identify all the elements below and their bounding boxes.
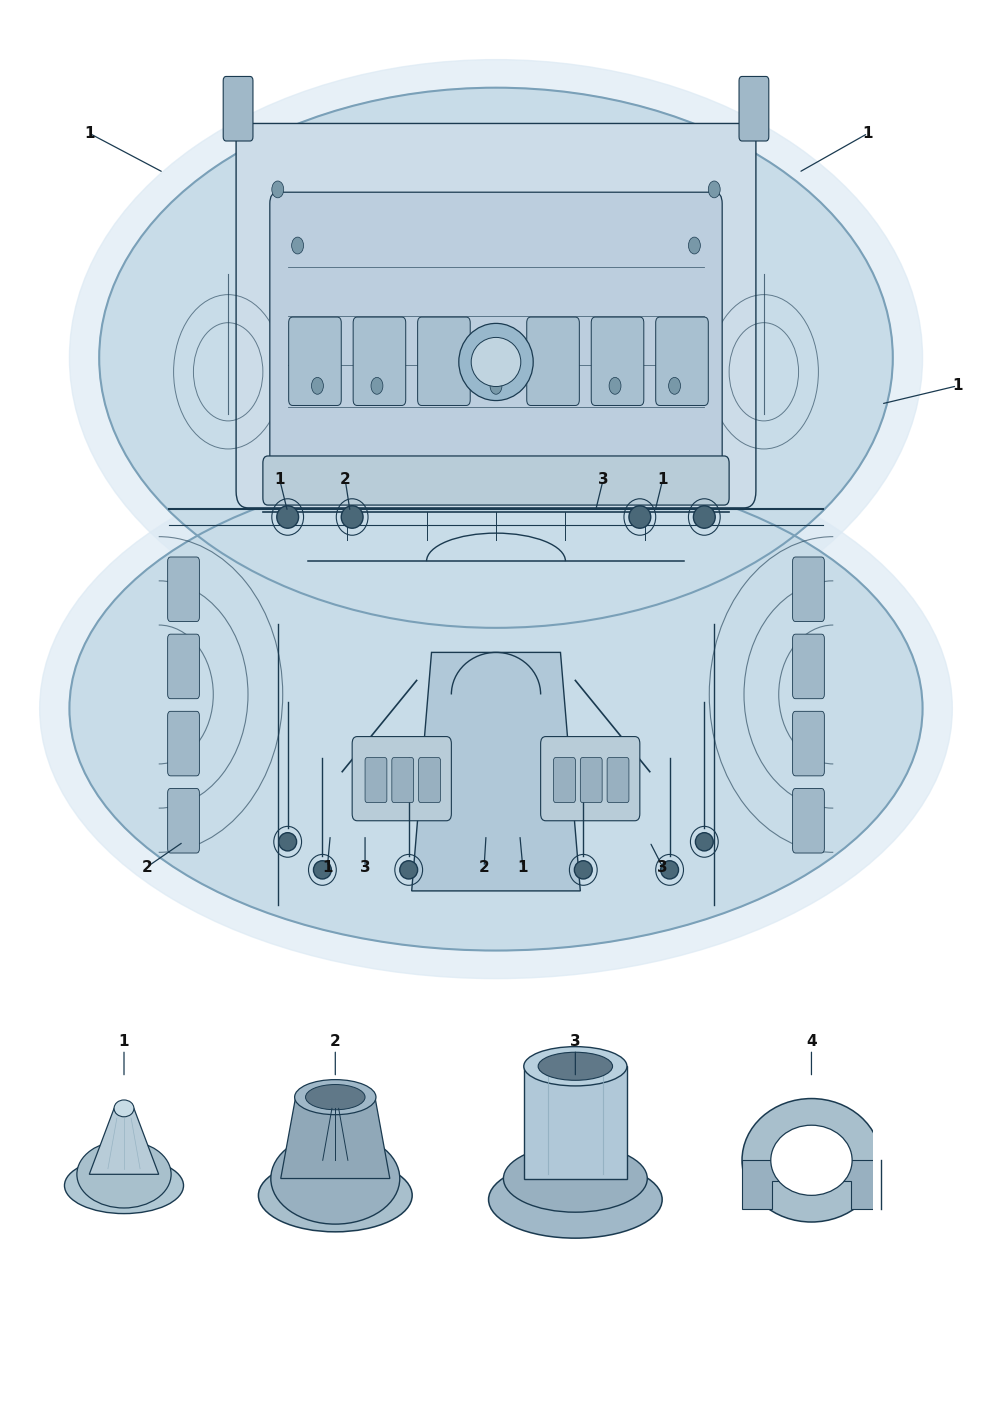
Text: 1: 1 [863,126,873,140]
Ellipse shape [69,466,923,951]
Text: 2: 2 [142,860,152,874]
FancyBboxPatch shape [270,192,722,467]
FancyBboxPatch shape [419,758,440,803]
FancyBboxPatch shape [263,456,729,505]
Text: 4: 4 [806,1034,816,1049]
Ellipse shape [524,1047,627,1086]
Polygon shape [524,1066,627,1179]
Ellipse shape [99,87,893,629]
Ellipse shape [279,832,297,850]
Circle shape [609,377,621,394]
Ellipse shape [574,860,592,878]
Ellipse shape [400,860,418,878]
Text: 2: 2 [340,473,350,487]
Ellipse shape [277,506,299,529]
Circle shape [371,377,383,394]
Ellipse shape [629,506,651,529]
Text: 3: 3 [658,860,668,874]
Ellipse shape [40,438,952,979]
Text: 1: 1 [84,126,94,140]
FancyBboxPatch shape [168,711,199,776]
Ellipse shape [695,832,713,850]
Ellipse shape [693,506,715,529]
Text: 3: 3 [598,473,608,487]
FancyBboxPatch shape [607,758,629,803]
Text: 1: 1 [275,473,285,487]
FancyBboxPatch shape [168,557,199,622]
Text: 3: 3 [360,860,370,874]
FancyBboxPatch shape [418,317,470,405]
Ellipse shape [458,323,534,400]
Polygon shape [412,652,580,891]
Circle shape [669,377,681,394]
Ellipse shape [259,1159,413,1232]
Text: 2: 2 [479,860,489,874]
FancyBboxPatch shape [554,758,575,803]
Text: 1: 1 [952,379,962,393]
Circle shape [272,181,284,198]
Circle shape [490,377,502,394]
FancyBboxPatch shape [527,317,579,405]
Ellipse shape [114,1100,134,1117]
Ellipse shape [771,1125,852,1195]
Polygon shape [89,1108,159,1174]
FancyBboxPatch shape [353,317,406,405]
Polygon shape [742,1160,881,1209]
FancyBboxPatch shape [236,123,756,508]
Ellipse shape [488,1162,663,1239]
FancyBboxPatch shape [392,758,414,803]
FancyBboxPatch shape [365,758,387,803]
Ellipse shape [538,1052,613,1080]
Text: 1: 1 [518,860,528,874]
Circle shape [688,237,700,254]
Text: 3: 3 [570,1034,580,1049]
Circle shape [708,181,720,198]
Circle shape [292,237,304,254]
FancyBboxPatch shape [168,788,199,853]
FancyBboxPatch shape [793,557,824,622]
Ellipse shape [503,1145,647,1212]
FancyBboxPatch shape [168,634,199,699]
FancyBboxPatch shape [223,76,253,142]
Ellipse shape [742,1099,881,1222]
Ellipse shape [271,1134,400,1223]
Ellipse shape [69,59,923,657]
FancyBboxPatch shape [352,737,451,821]
Text: 1: 1 [658,473,668,487]
Circle shape [311,377,323,394]
FancyBboxPatch shape [793,711,824,776]
FancyBboxPatch shape [580,758,602,803]
Polygon shape [873,1125,886,1216]
FancyBboxPatch shape [656,317,708,405]
Text: 1: 1 [119,1034,129,1049]
Ellipse shape [341,506,363,529]
Ellipse shape [471,337,521,386]
Ellipse shape [64,1157,184,1214]
FancyBboxPatch shape [739,76,769,142]
FancyBboxPatch shape [541,737,640,821]
Ellipse shape [313,860,331,878]
Text: 2: 2 [330,1034,340,1049]
Ellipse shape [661,860,679,878]
Polygon shape [281,1097,390,1179]
Ellipse shape [295,1080,376,1114]
FancyBboxPatch shape [289,317,341,405]
FancyBboxPatch shape [793,634,824,699]
Text: 1: 1 [322,860,332,874]
Ellipse shape [306,1085,365,1110]
FancyBboxPatch shape [793,788,824,853]
Ellipse shape [77,1141,171,1208]
FancyBboxPatch shape [591,317,644,405]
